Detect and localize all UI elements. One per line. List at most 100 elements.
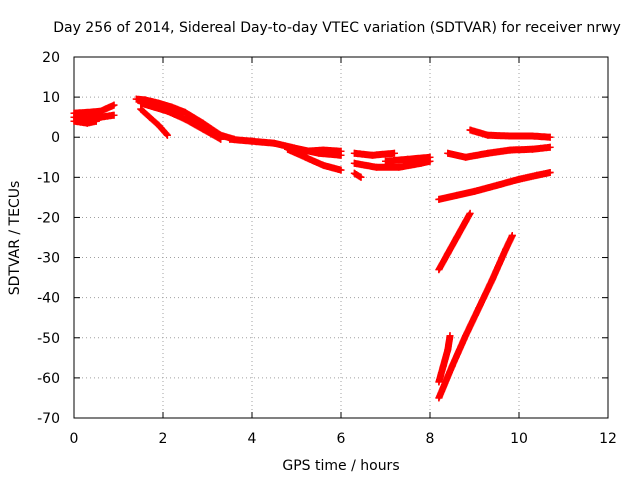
data-point (533, 171, 541, 179)
data-point (515, 175, 523, 183)
data-point (390, 149, 398, 157)
data-point (488, 276, 496, 284)
data-point (506, 132, 514, 140)
data-point (199, 125, 207, 133)
data-point (92, 117, 100, 125)
x-tick-label: 10 (510, 431, 528, 447)
data-point (444, 250, 452, 257)
data-point (168, 103, 176, 111)
plus-markers (435, 209, 474, 274)
data-track (382, 153, 434, 165)
data-point (546, 133, 554, 141)
data-point (435, 266, 443, 274)
data-point (528, 145, 536, 153)
data-point (484, 149, 492, 157)
y-axis-label: SDTVAR / TECUs (7, 181, 23, 296)
y-tick-label: -40 (37, 291, 60, 307)
data-point (226, 135, 234, 143)
data-point (97, 107, 105, 115)
x-tick-label: 2 (159, 431, 168, 447)
data-point (506, 146, 514, 154)
data-point (181, 115, 189, 123)
data-track (350, 149, 398, 159)
data-point (70, 117, 78, 125)
data-point (466, 126, 474, 134)
data-point (446, 332, 454, 340)
data-track (444, 143, 554, 161)
y-tick-label: -30 (37, 251, 60, 267)
data-point (484, 131, 492, 139)
x-tick-label: 8 (426, 431, 435, 447)
data-track (301, 146, 345, 155)
data-point (337, 166, 345, 174)
data-point (382, 157, 389, 165)
x-tick-label: 0 (70, 431, 79, 447)
data-point (83, 108, 91, 116)
data-point (146, 113, 154, 121)
data-point (444, 149, 452, 157)
x-axis-label: GPS time / hours (282, 458, 399, 474)
data-point (217, 135, 225, 143)
data-track (137, 99, 225, 143)
data-point (137, 99, 145, 107)
data-point (453, 234, 461, 241)
data-point (181, 108, 189, 116)
data-point (435, 394, 443, 402)
data-track (284, 145, 345, 174)
data-point (546, 169, 554, 176)
data-point (435, 378, 443, 386)
data-point (350, 169, 358, 177)
data-track (435, 332, 454, 386)
data-point (448, 362, 456, 370)
data-track (435, 169, 554, 203)
data-point (83, 119, 91, 127)
data-point (453, 191, 461, 199)
data-track (466, 126, 554, 141)
data-point (319, 146, 327, 154)
data-point (163, 107, 171, 115)
data-point (301, 147, 309, 155)
y-tick-label: -60 (37, 371, 60, 387)
data-point (350, 149, 358, 157)
data-point (110, 101, 118, 109)
data-point (199, 119, 207, 127)
plus-markers (444, 143, 554, 161)
x-tick-label: 4 (248, 431, 257, 447)
data-point (155, 121, 163, 129)
data-point (163, 131, 171, 139)
y-tick-label: 10 (42, 90, 60, 106)
data-point (97, 113, 105, 121)
y-tick-label: 0 (51, 130, 60, 146)
data-point (357, 173, 365, 181)
y-tick-label: -70 (37, 411, 60, 427)
data-point (462, 218, 470, 225)
y-tick-label: -10 (37, 170, 60, 186)
data-point (466, 209, 474, 217)
data-point (508, 232, 516, 239)
data-point (137, 105, 145, 113)
plus-markers (350, 169, 365, 181)
data-point (270, 139, 278, 147)
data-point (319, 161, 327, 169)
y-tick-label: -50 (37, 331, 60, 347)
data-point (337, 147, 345, 155)
chart-title: Day 256 of 2014, Sidereal Day-to-day VTE… (53, 20, 621, 36)
data-point (462, 332, 470, 340)
data-track (137, 105, 171, 139)
data-point (301, 153, 309, 161)
data-point (284, 145, 292, 153)
data-track (70, 111, 118, 123)
grid (74, 57, 608, 418)
data-point (502, 246, 510, 253)
data-point (368, 151, 376, 159)
y-tick-label: 20 (42, 50, 60, 66)
y-tick-label: -20 (37, 210, 60, 226)
x-tick-label: 6 (337, 431, 346, 447)
data-point (439, 362, 447, 370)
data-track (435, 209, 474, 274)
data-point (444, 346, 452, 354)
data-track (70, 117, 100, 127)
data-point (435, 195, 443, 203)
data-point (110, 111, 118, 119)
